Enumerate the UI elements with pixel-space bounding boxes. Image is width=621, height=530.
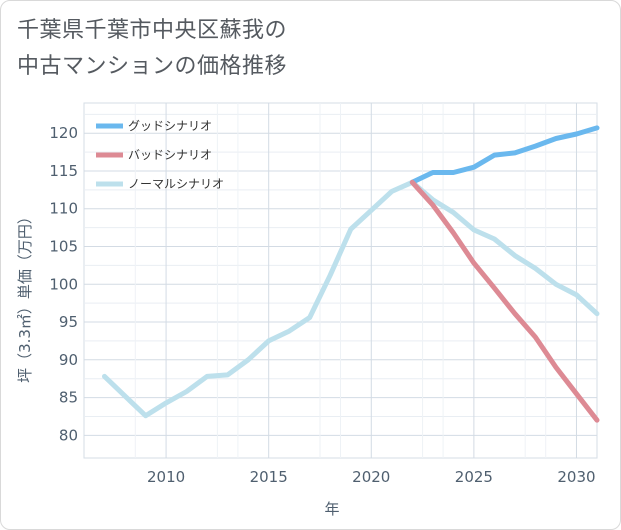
chart-title: 千葉県千葉市中央区蘇我の 中古マンションの価格推移 [17,13,287,85]
x-tick-label: 2010 [147,468,185,486]
grid-lines [83,102,598,459]
x-axis-title: 年 [324,500,339,518]
y-tick-label: 80 [59,426,78,444]
y-tick-label: 110 [49,200,78,218]
y-tick-label: 105 [49,238,78,256]
y-tick-label: 85 [59,389,78,407]
chart-title-line-1: 千葉県千葉市中央区蘇我の [17,18,288,43]
y-axis-ticks: 80 85 90 95 100 105 110 115 120 [49,124,78,444]
x-tick-label: 2025 [455,468,493,486]
x-tick-label: 2015 [250,468,288,486]
y-tick-label: 100 [49,275,78,293]
x-axis-ticks: 2010 2015 2020 2025 2030 [147,468,596,486]
series-line [102,179,600,419]
y-tick-label: 120 [49,124,78,142]
legend-label: グッドシナリオ [128,119,212,133]
series-line [409,179,600,423]
x-tick-label: 2030 [557,468,595,486]
series-line [409,125,600,185]
y-tick-label: 90 [59,351,78,369]
x-tick-label: 2020 [352,468,390,486]
chart-title-line-2: 中古マンションの価格推移 [17,54,288,79]
legend-label: ノーマルシナリオ [128,177,224,191]
legend-label: バッドシナリオ [128,148,212,162]
y-axis-title: 坪（3.3㎡）単価（万円） [16,209,34,383]
series-lines [102,125,600,423]
y-tick-label: 95 [59,313,78,331]
y-tick-label: 115 [49,162,78,180]
